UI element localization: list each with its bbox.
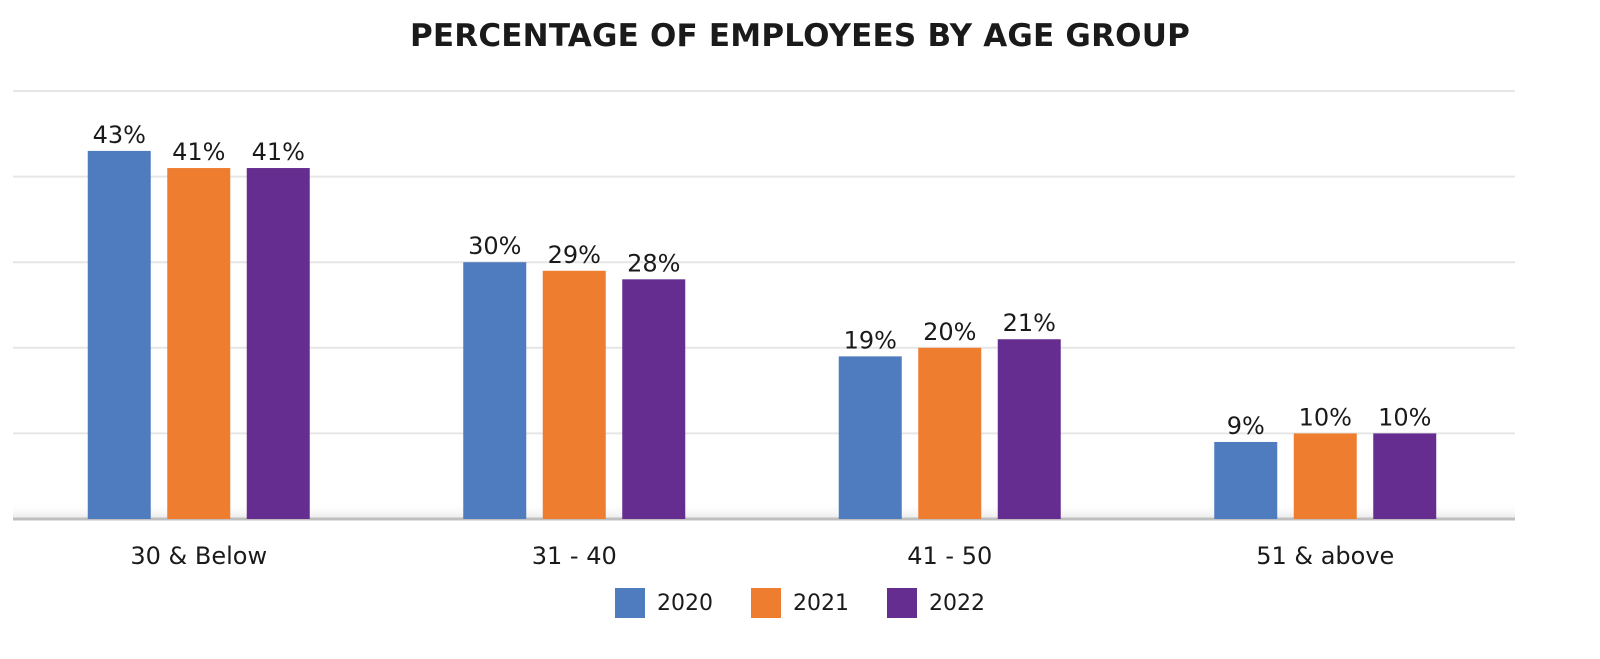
legend-swatch (751, 588, 781, 618)
data-label: 43% (93, 121, 146, 149)
bar-2020-3 (1214, 441, 1278, 519)
bar-2022-1 (622, 279, 686, 519)
bar-2022-2 (997, 339, 1061, 519)
data-label: 20% (923, 318, 976, 346)
x-tick-label: 41 - 50 (907, 542, 992, 570)
legend-item-2022: 2022 (887, 588, 985, 618)
legend-item-2020: 2020 (615, 588, 713, 618)
bar-2020-1 (463, 262, 527, 519)
legend-label: 2022 (929, 590, 985, 616)
data-label: 10% (1378, 403, 1431, 431)
data-label: 21% (1003, 309, 1056, 337)
baseline-shadow (13, 503, 1515, 519)
gridlines (13, 90, 1515, 521)
data-label: 10% (1299, 403, 1352, 431)
bar-2021-2 (918, 347, 982, 519)
data-label: 29% (548, 241, 601, 269)
bar-2020-2 (838, 356, 902, 519)
bar-2021-0 (167, 168, 231, 520)
bar-2021-3 (1293, 433, 1357, 519)
legend-item-2021: 2021 (751, 588, 849, 618)
data-label: 41% (252, 138, 305, 166)
data-labels: 43% 41% 41% 30% 29% 28% 19% 20% 21% 9% 10% 10% (93, 121, 1432, 440)
x-tick-label: 31 - 40 (532, 542, 617, 570)
legend-label: 2020 (657, 590, 713, 616)
x-tick-labels: 30 & Below 31 - 40 41 - 50 51 & above (130, 542, 1394, 570)
bars (87, 150, 1437, 520)
legend-label: 2021 (793, 590, 849, 616)
data-label: 30% (468, 232, 521, 260)
legend: 2020 2021 2022 (0, 588, 1600, 618)
data-label: 9% (1227, 412, 1265, 440)
legend-swatch (887, 588, 917, 618)
bar-2022-3 (1373, 433, 1437, 519)
bar-2021-1 (542, 270, 606, 519)
data-label: 28% (627, 249, 680, 277)
data-label: 41% (172, 138, 225, 166)
x-tick-label: 51 & above (1256, 542, 1394, 570)
legend-swatch (615, 588, 645, 618)
x-tick-label: 30 & Below (130, 542, 267, 570)
data-label: 19% (844, 326, 897, 354)
bar-2020-0 (87, 150, 151, 520)
chart-title: PERCENTAGE OF EMPLOYEES BY AGE GROUP (409, 18, 1190, 54)
bar-2022-0 (246, 168, 310, 520)
